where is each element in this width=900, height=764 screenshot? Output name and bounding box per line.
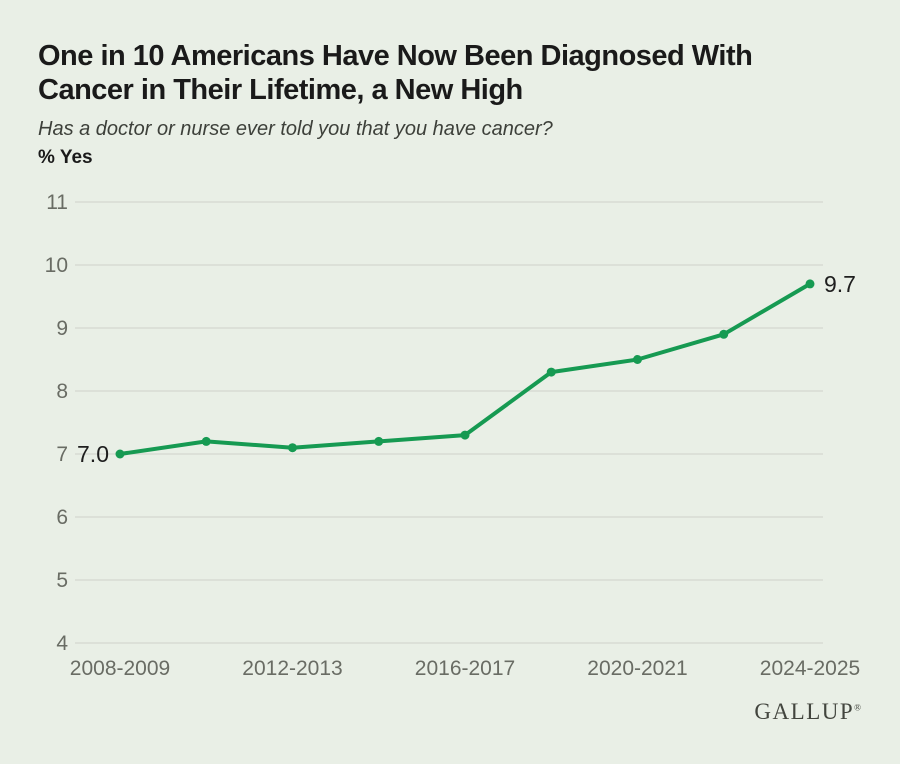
- x-tick-label: 2008-2009: [70, 657, 170, 680]
- y-tick-label: 4: [56, 632, 68, 655]
- gallup-logo-text: GALLUP: [754, 699, 855, 724]
- y-tick-label: 11: [46, 191, 68, 214]
- chart-title: One in 10 Americans Have Now Been Diagno…: [38, 40, 753, 106]
- first-value-label: 7.0: [77, 441, 109, 467]
- data-point: [546, 367, 556, 377]
- y-tick-label: 10: [45, 254, 68, 277]
- data-point: [201, 436, 211, 446]
- data-point: [460, 430, 470, 440]
- data-point: [633, 355, 642, 364]
- data-point: [374, 436, 384, 446]
- y-tick-label: 5: [56, 569, 68, 592]
- x-tick-label: 2024-2025: [760, 657, 860, 680]
- survey-question: Has a doctor or nurse ever told you that…: [38, 118, 553, 140]
- chart-header: One in 10 Americans Have Now Been Diagno…: [38, 39, 878, 169]
- y-tick-label: 7: [56, 443, 68, 466]
- x-tick-label: 2012-2013: [242, 657, 342, 680]
- data-point: [288, 443, 297, 453]
- gallup-logo: GALLUP®: [754, 699, 861, 725]
- y-tick-label: 6: [56, 506, 68, 529]
- x-tick-label: 2020-2021: [587, 657, 687, 680]
- trend-line: [118, 281, 812, 456]
- y-tick-label: 8: [56, 380, 68, 403]
- data-point: [115, 449, 125, 459]
- registered-trademark-icon: ®: [854, 702, 861, 713]
- data-point: [719, 329, 729, 339]
- metric-label: % Yes: [38, 147, 93, 168]
- x-tick-label: 2016-2017: [415, 657, 515, 680]
- last-value-label: 9.7: [824, 271, 856, 297]
- y-tick-label: 9: [56, 317, 68, 340]
- data-point: [805, 279, 815, 289]
